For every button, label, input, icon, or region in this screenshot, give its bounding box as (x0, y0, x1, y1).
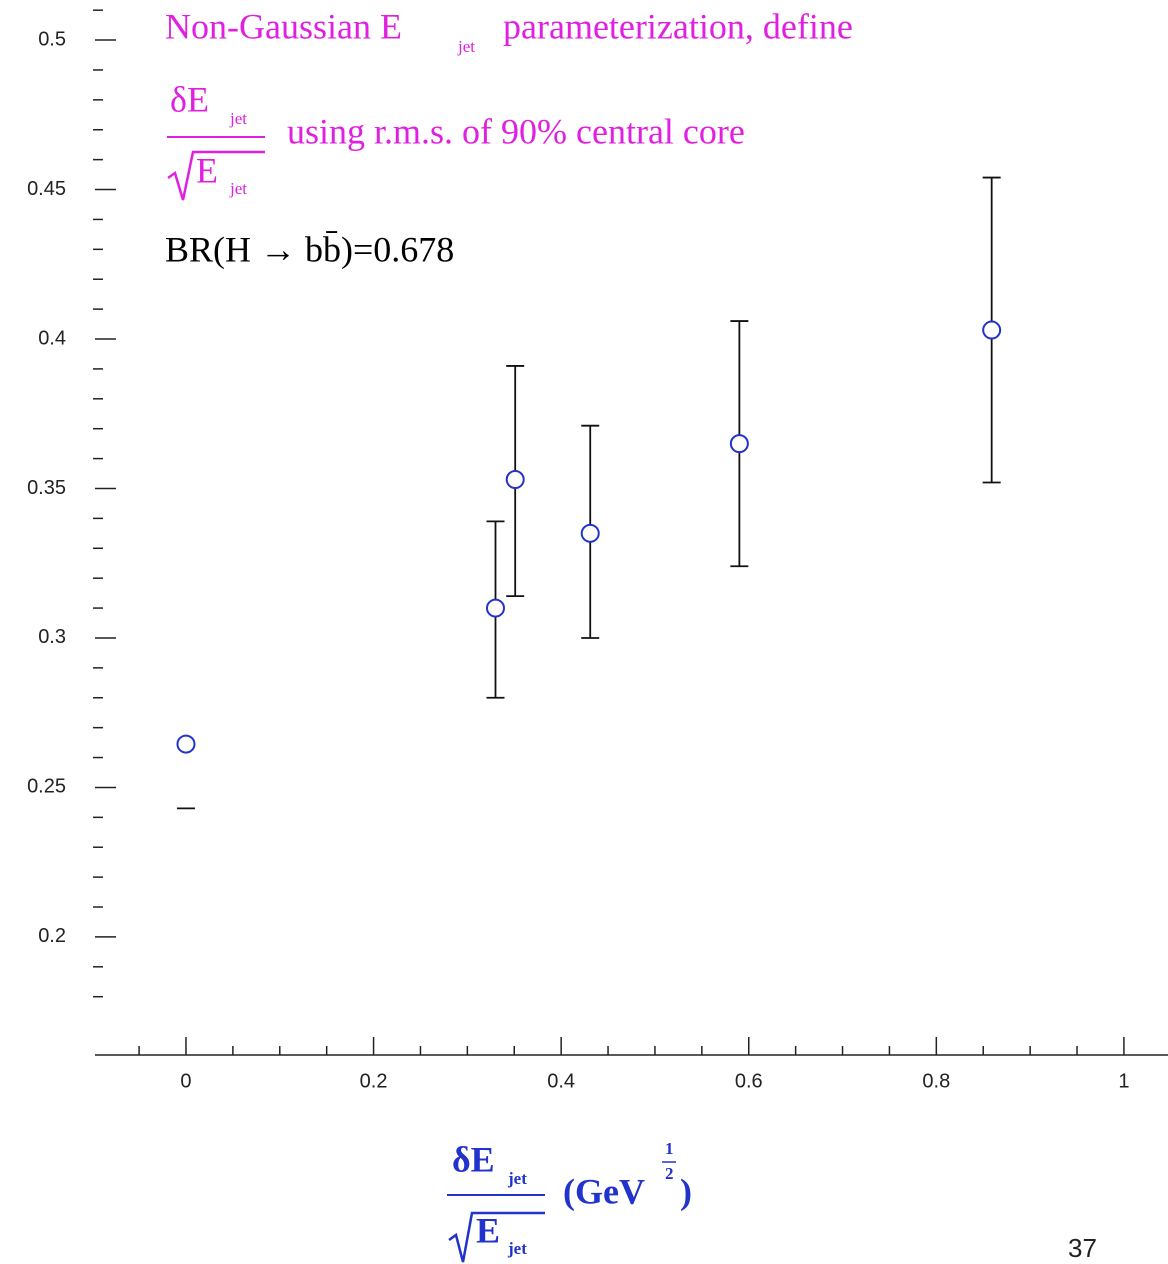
y-tick-label: 0.25 (27, 776, 66, 798)
y-tick-label: 0.45 (27, 178, 66, 200)
y-tick-label: 0.4 (38, 327, 66, 349)
x-tick-label: 0 (180, 1070, 191, 1092)
axis-label-text: δE (452, 1139, 495, 1179)
annotation-text: E (196, 150, 218, 190)
x-tick-label: 0.6 (735, 1070, 763, 1092)
y-tick-label: 0.3 (38, 626, 66, 648)
x-tick-label: 0.8 (922, 1070, 950, 1092)
axis-label-subscript: jet (507, 1239, 527, 1258)
annotation-subscript: jet (229, 179, 247, 198)
annotation-text: Non-Gaussian E (165, 6, 402, 46)
annotation-text: parameterization, define (503, 6, 853, 46)
data-point (982, 320, 1002, 340)
axis-label-exponent: 2 (665, 1164, 674, 1183)
data-point (729, 434, 749, 454)
axis-label-subscript: jet (507, 1169, 527, 1188)
x-axis-label: δE jet E jet (GeV 1 2 ) (447, 1139, 692, 1263)
axis-label-text: E (476, 1210, 500, 1250)
x-tick-label: 1 (1118, 1070, 1129, 1092)
axis-label-text: (GeV (563, 1171, 645, 1211)
page-number: 37 (1068, 1233, 1097, 1263)
y-tick-label: 0.35 (27, 477, 66, 499)
annotation-text: δE (170, 79, 209, 119)
annotation: Non-Gaussian E jet parameterization, def… (165, 6, 853, 269)
y-tick-label: 0.5 (38, 28, 66, 50)
sqrt-sign (448, 1211, 545, 1263)
annotation-subscript: jet (229, 109, 247, 128)
data-point (505, 470, 525, 490)
data-point (485, 598, 505, 618)
sqrt-sign (167, 150, 265, 201)
data-point (580, 523, 600, 543)
axis-label-exponent: 1 (665, 1139, 674, 1158)
x-tick-label: 0.2 (360, 1070, 388, 1092)
y-tick-label: 0.2 (38, 925, 66, 947)
x-tick-label: 0.4 (547, 1070, 575, 1092)
data-point (176, 734, 196, 754)
annotation-text: using r.m.s. of 90% central core (287, 111, 745, 151)
axis-label-text: ) (680, 1171, 692, 1211)
annotation-text: BR(H → bb̄)=0.678 (165, 229, 454, 269)
annotation-subscript: jet (457, 37, 475, 56)
